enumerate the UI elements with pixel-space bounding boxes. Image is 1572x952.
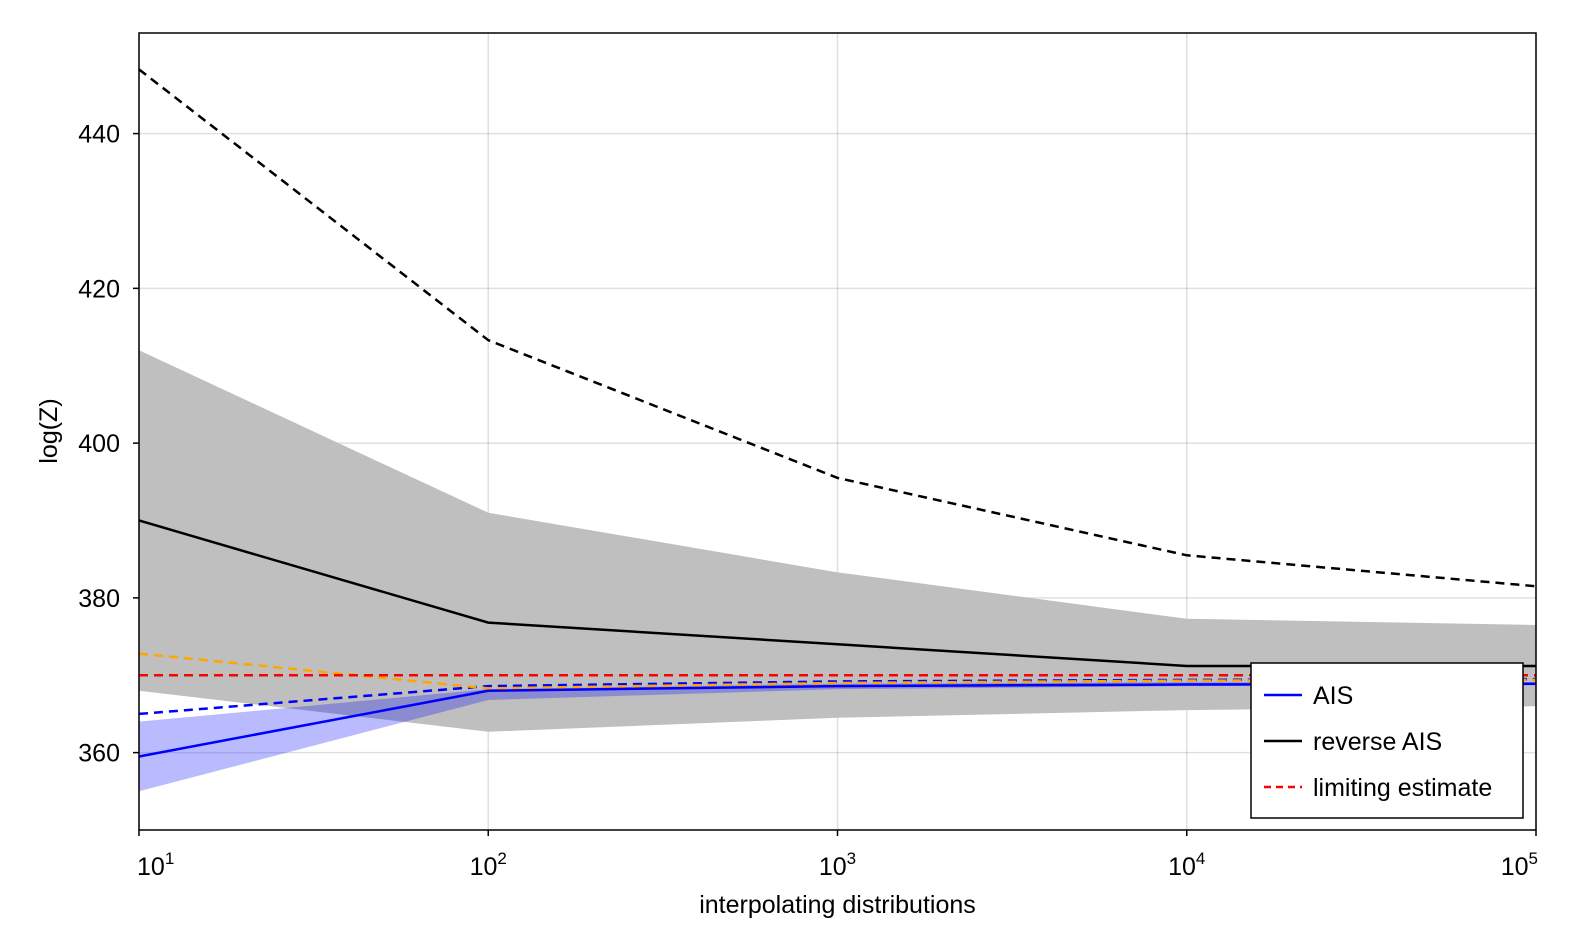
grid (138, 33, 1537, 830)
legend-label-ais: AIS (1313, 682, 1353, 710)
y-tick-label: 360 (78, 740, 120, 768)
x-axis-ticks: 101 102 103 104 105 (137, 830, 1538, 881)
y-axis-ticks: 360 380 400 420 440 (78, 121, 139, 768)
y-tick-label: 380 (78, 585, 120, 613)
y-tick-label: 440 (78, 121, 120, 149)
x-tick-label: 101 (137, 849, 174, 881)
series-line-dashed-3 (138, 68, 1537, 588)
x-tick-label: 103 (819, 849, 856, 881)
x-tick-label: 105 (1501, 849, 1538, 881)
y-tick-label: 400 (78, 430, 120, 458)
series-line-dashed-4 (138, 677, 1537, 716)
y-tick-label: 420 (78, 275, 120, 303)
legend: AIS reverse AIS limiting estimate (1250, 662, 1524, 819)
band-0 (139, 350, 1536, 732)
series-line-dashed-5 (138, 652, 1537, 690)
x-tick-label: 102 (470, 849, 507, 881)
legend-label-limiting-estimate: limiting estimate (1313, 774, 1492, 802)
confidence-bands (139, 350, 1536, 792)
legend-label-reverse-ais: reverse AIS (1313, 728, 1442, 756)
y-axis-label: log(Z) (35, 398, 63, 463)
x-axis-label: interpolating distributions (699, 891, 976, 919)
x-tick-label: 104 (1168, 849, 1205, 881)
